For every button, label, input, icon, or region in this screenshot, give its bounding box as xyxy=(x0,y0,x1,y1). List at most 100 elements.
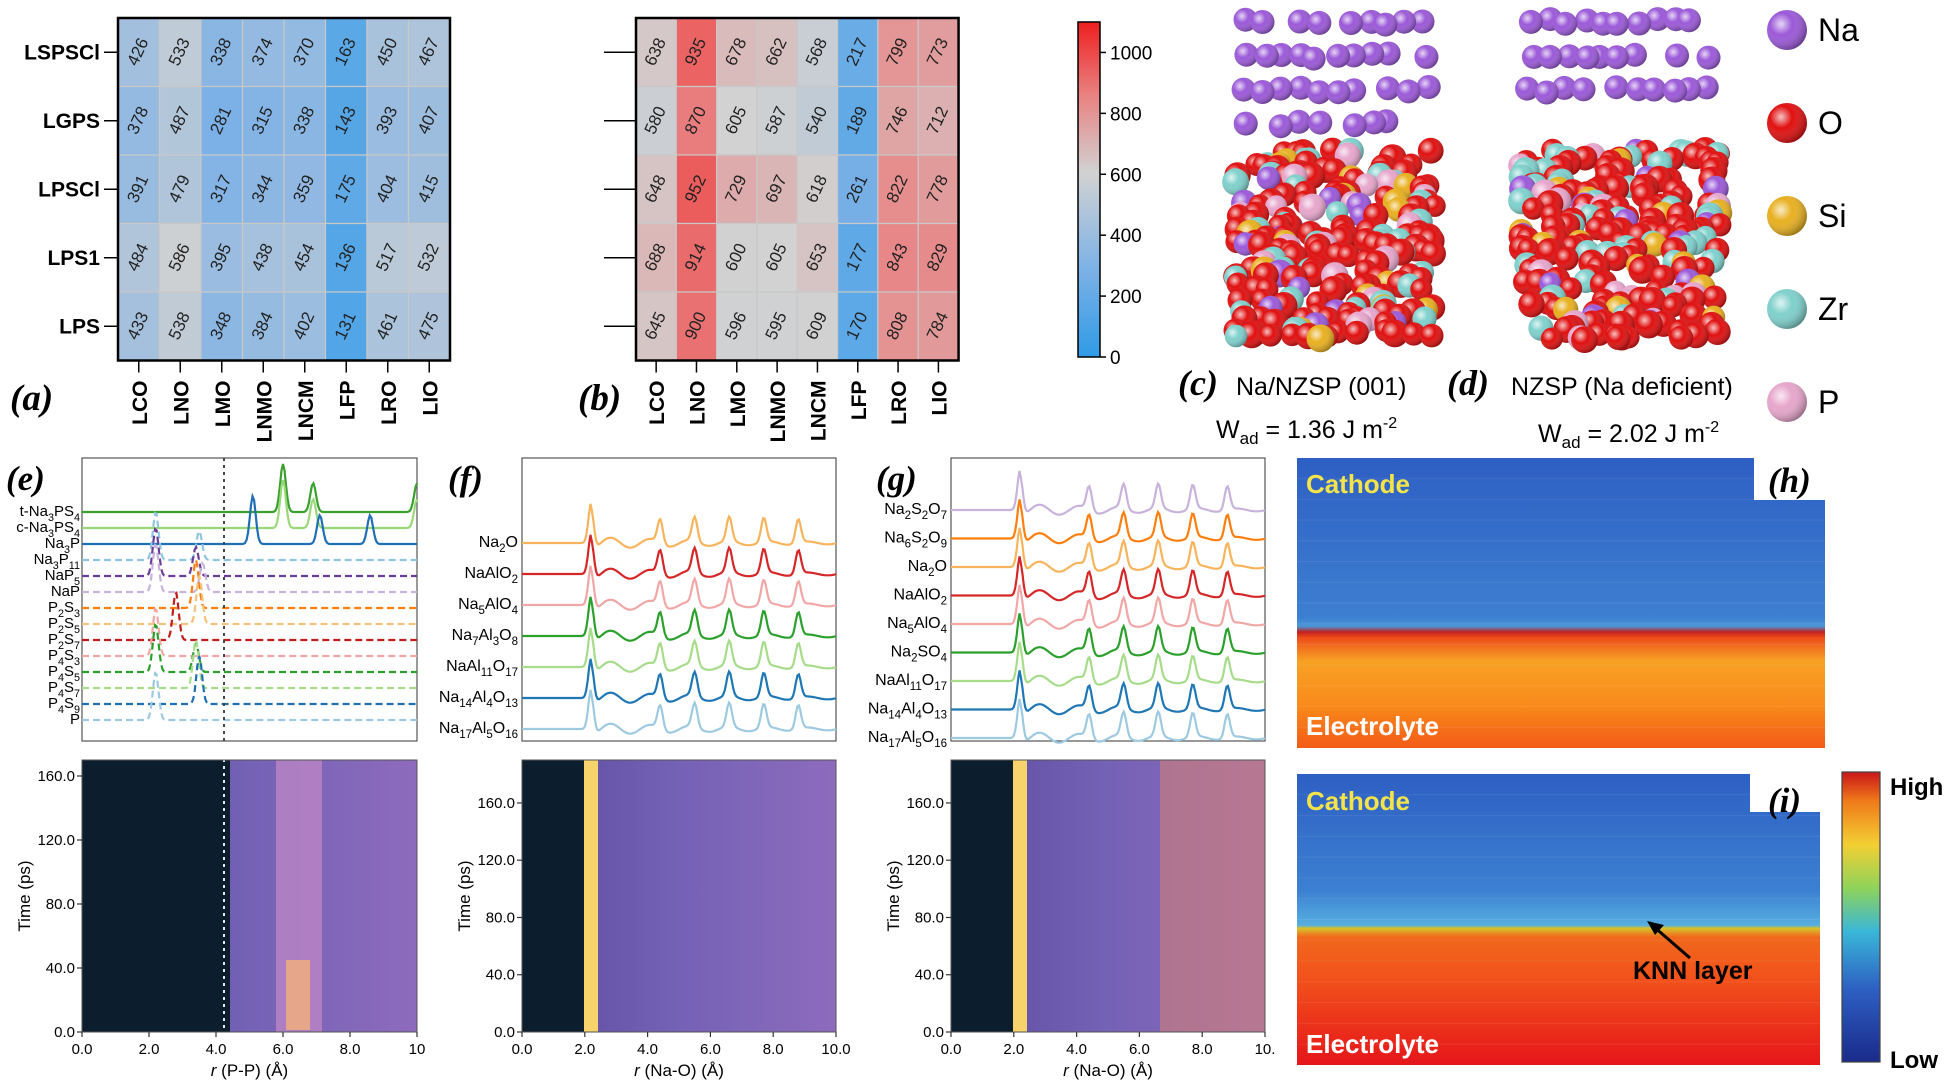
legend-atom-shading xyxy=(1767,196,1807,236)
x-tick-label-e: 0.0 xyxy=(72,1041,93,1058)
x-tick-label-e: 10 xyxy=(409,1041,426,1058)
atom-shading xyxy=(1337,244,1360,268)
atom-shading xyxy=(1342,113,1367,138)
knn-arrow-head xyxy=(1647,921,1664,935)
atom-shading xyxy=(1375,76,1400,101)
rdf-f-curve xyxy=(522,534,837,580)
x-tick-label-g: 10. xyxy=(1255,1041,1276,1058)
scale-low-label: Low xyxy=(1890,1047,1938,1074)
atom-shading xyxy=(1392,9,1416,34)
contour-i xyxy=(1297,774,1820,1065)
rdf-e-curve xyxy=(82,636,417,690)
atom-shading xyxy=(1575,45,1600,70)
colorbar-tick-label: 1000 xyxy=(1110,43,1152,64)
rdf-e-curve xyxy=(82,556,417,610)
colorbar-tick-label: 200 xyxy=(1110,287,1142,308)
y-tick-label-g: 40.0 xyxy=(915,967,944,984)
heatmap-a-cell xyxy=(200,222,244,293)
contour-i-electrolyte-label: Electrolyte xyxy=(1306,1029,1439,1059)
x-tick-label-f: 6.0 xyxy=(700,1041,721,1058)
panel-label-f: (f) xyxy=(448,459,483,498)
atom-shading xyxy=(1694,75,1719,100)
rdf-g-frame xyxy=(950,457,1266,742)
atom-shading xyxy=(1696,45,1721,70)
contour-scale-bar: High Low xyxy=(1841,771,1943,1074)
heatmap-b-cell xyxy=(796,222,839,293)
atom-shading xyxy=(1298,193,1327,221)
atom-shading xyxy=(1360,41,1385,66)
atom-shading xyxy=(1540,327,1563,350)
atom-shading xyxy=(1307,80,1332,105)
rdf-g-series-label: NaAlO2 xyxy=(893,587,947,608)
atom-shading xyxy=(1604,75,1629,100)
y-tick-label-e: 80.0 xyxy=(46,896,75,913)
heatmap-a-cell xyxy=(117,17,161,88)
atom-shading xyxy=(1402,322,1426,346)
col-label-a: LCO xyxy=(129,381,152,425)
heatmap-b-cell xyxy=(675,222,718,293)
atom-shading xyxy=(1423,194,1446,217)
legend-atom-shading xyxy=(1767,103,1807,143)
rdf-e-series-label: Na3P11 xyxy=(34,551,80,572)
col-label-b: LNMO xyxy=(767,381,790,443)
rdf-g-series-label: Na2SO4 xyxy=(891,644,948,665)
legend-atom-shading xyxy=(1767,289,1807,329)
contour-i-cathode-label: Cathode xyxy=(1306,786,1410,816)
heatmap-b-cell xyxy=(635,154,677,225)
time-map-f-frame xyxy=(521,759,837,1033)
col-label-a: LMO xyxy=(212,381,235,428)
atom-shading xyxy=(1410,278,1433,301)
heatmap-a-cell xyxy=(407,17,451,88)
atom-shading xyxy=(1250,80,1275,104)
element-legend: Na O Si Zr P xyxy=(1767,10,1859,422)
atom-shading xyxy=(1571,326,1598,353)
colorbar-tick-label: 600 xyxy=(1110,165,1142,186)
y-tick-label-e: 0.0 xyxy=(54,1024,75,1041)
col-label-a: LFP xyxy=(336,381,359,421)
panel-label-g: (g) xyxy=(876,459,917,498)
col-label-a: LRO xyxy=(378,381,401,425)
heatmap-a-cell xyxy=(117,291,161,362)
atom-shading xyxy=(1518,291,1545,318)
y-tick-label-g: 80.0 xyxy=(915,909,944,926)
heatmap-a-cell xyxy=(283,291,327,362)
rdf-g-curve xyxy=(951,613,1266,659)
atom-shading xyxy=(1665,43,1689,68)
heatmap-a-cell xyxy=(407,291,451,362)
heatmap-b-cell xyxy=(917,85,960,156)
atom-shading xyxy=(1286,109,1311,134)
rdf-f-curve xyxy=(522,658,837,704)
rdf-g-curve xyxy=(951,470,1266,516)
heatmap-row-labels: LSPSCl LGPS LPSCl LPS1 LPS xyxy=(24,41,636,338)
time-map-e-hotspot xyxy=(286,960,310,1030)
legend-label-na: Na xyxy=(1818,12,1859,48)
rdf-e-series-label: NaP xyxy=(51,583,80,600)
atom-shading xyxy=(1634,310,1663,339)
heatmap-colorbar: 0 200 400 600 800 1000 xyxy=(1077,21,1152,369)
atom-shading xyxy=(1604,11,1629,36)
y-tick-label-f: 40.0 xyxy=(486,967,515,984)
atom-shading xyxy=(1396,79,1421,104)
col-label-a: LNMO xyxy=(253,381,276,443)
x-tick-label-f: 0.0 xyxy=(512,1041,533,1058)
atom-shading xyxy=(1704,318,1731,345)
atom-shading xyxy=(1628,256,1656,284)
structure-d-title: NZSP (Na deficient) xyxy=(1511,373,1733,401)
y-tick-label-e: 160.0 xyxy=(37,768,75,785)
heatmap-b-cell xyxy=(635,85,677,156)
rdf-g-series-label: NaAl11O17 xyxy=(875,672,947,693)
y-tick-label-g: 120.0 xyxy=(906,852,944,869)
rdf-f-series-label: Na14Al4O13 xyxy=(439,689,518,710)
y-tick-label-f: 120.0 xyxy=(477,852,515,869)
heatmap-a-cell xyxy=(324,291,368,362)
heatmap-b-cell xyxy=(716,291,758,362)
atom-shading xyxy=(1419,323,1444,348)
row-label: LPS1 xyxy=(47,247,100,270)
x-tick-label-f: 10.0 xyxy=(821,1041,850,1058)
x-tick-label-g: 4.0 xyxy=(1066,1041,1087,1058)
rdf-g-series-label: Na5AlO4 xyxy=(887,615,948,636)
rdf-g-curve xyxy=(951,698,1266,744)
row-label: LPSCl xyxy=(38,178,100,201)
time-map-g-band xyxy=(1013,760,1027,1032)
